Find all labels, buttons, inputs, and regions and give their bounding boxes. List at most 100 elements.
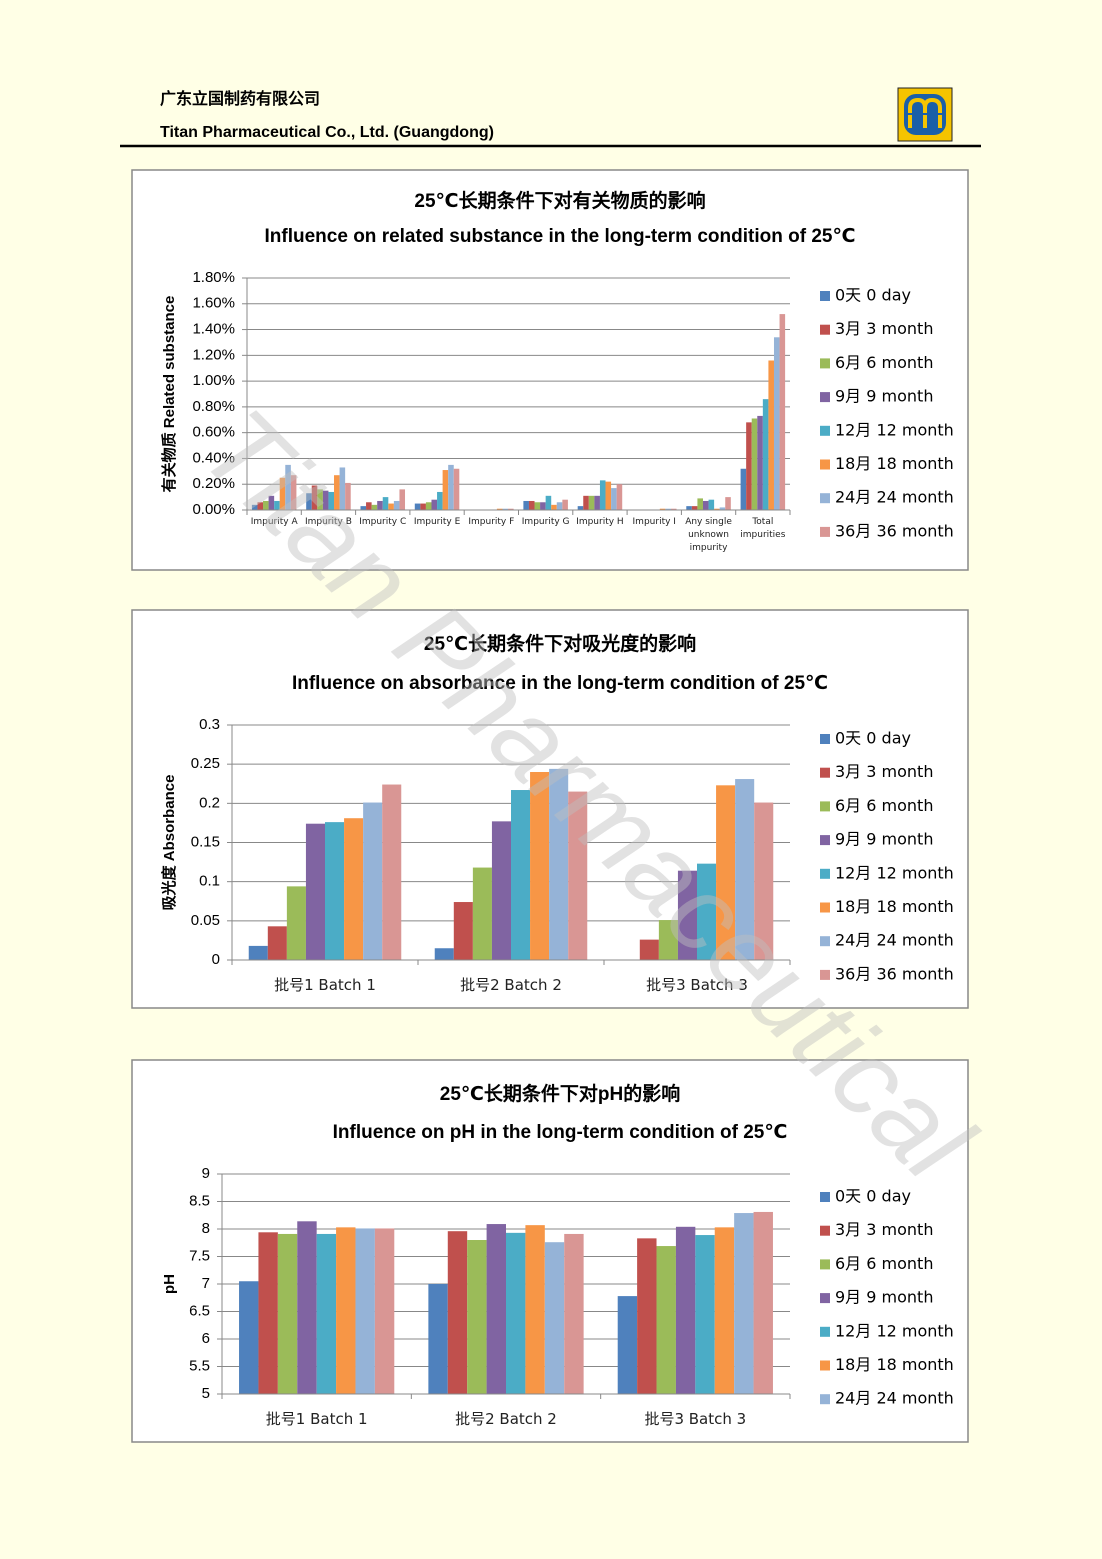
- bar: [382, 784, 402, 960]
- bar: [371, 504, 378, 510]
- x-tick-label: Impurity B: [304, 517, 352, 527]
- bar: [366, 502, 372, 510]
- bar: [453, 902, 473, 960]
- legend-swatch: [820, 1394, 830, 1405]
- y-tick-label: 1.60%: [192, 295, 235, 312]
- legend-label: 0天 0 day: [835, 729, 911, 748]
- bar: [239, 1281, 259, 1394]
- x-tick-label: 批号3 Batch 3: [646, 976, 748, 994]
- y-tick-label: 8: [202, 1220, 210, 1237]
- bar: [322, 490, 329, 510]
- bar: [425, 502, 432, 510]
- bar: [697, 863, 717, 960]
- bar: [251, 504, 258, 510]
- legend-label: 24月 24 month: [835, 1389, 954, 1408]
- legend-swatch: [820, 459, 830, 470]
- bar: [768, 360, 774, 510]
- y-tick-label: 5: [202, 1385, 210, 1402]
- x-tick-label-box: Impurity B: [304, 517, 352, 527]
- legend-label: 24月 24 month: [835, 931, 954, 950]
- legend-label: 9月 9 month: [835, 830, 933, 849]
- x-tick-label: Any single unknown impurity: [685, 517, 732, 553]
- bar: [339, 467, 346, 510]
- x-tick-label-box: Impurity G: [522, 517, 570, 527]
- bar: [363, 802, 383, 960]
- y-axis-label: pH: [161, 1274, 178, 1294]
- bar: [334, 475, 340, 510]
- y-axis-label: 有关物质 Related substance: [160, 296, 178, 493]
- y-tick-label: 1.80%: [192, 269, 235, 286]
- bar: [393, 500, 400, 510]
- bar: [740, 468, 747, 510]
- bar: [686, 506, 692, 510]
- y-tick-label: 0.25: [191, 755, 220, 772]
- bar: [697, 498, 703, 510]
- bar: [583, 495, 589, 510]
- company-cn: 广东立国制药有限公司: [160, 89, 320, 108]
- legend-label: 6月 6 month: [835, 796, 933, 815]
- y-tick-label: 0.15: [191, 833, 220, 850]
- bar: [525, 1225, 545, 1394]
- bar: [316, 1233, 337, 1394]
- x-tick-label: 批号2 Batch 2: [455, 1410, 557, 1428]
- bar: [762, 399, 769, 510]
- bar: [374, 1228, 395, 1394]
- x-tick-label-box: 批号1 Batch 1: [274, 976, 376, 994]
- y-tick-label: 1.20%: [192, 346, 235, 363]
- chart-subtitle: Influence on pH in the long-term conditi…: [333, 1122, 788, 1143]
- legend-swatch: [820, 324, 830, 335]
- bar: [534, 502, 541, 510]
- bar: [588, 495, 595, 510]
- bar: [399, 489, 406, 510]
- bar: [716, 785, 736, 960]
- bar: [420, 503, 426, 510]
- y-tick-label: 6.5: [189, 1302, 210, 1319]
- x-tick-label: Impurity E: [413, 517, 461, 527]
- bar: [549, 768, 569, 960]
- bar: [691, 506, 698, 510]
- legend-swatch: [820, 902, 830, 913]
- legend-swatch: [820, 1326, 830, 1337]
- x-tick-label-box: 批号2 Batch 2: [455, 1410, 557, 1428]
- bar: [388, 503, 394, 510]
- y-tick-label: 0.20%: [192, 475, 235, 492]
- bar: [725, 497, 731, 510]
- legend-swatch: [820, 936, 830, 947]
- bar: [317, 489, 323, 510]
- legend-label: 24月 24 month: [835, 488, 954, 507]
- bar: [355, 1228, 375, 1394]
- bar: [773, 337, 780, 510]
- bar: [279, 477, 286, 510]
- bar: [508, 508, 514, 510]
- y-axis-label: 吸光度 Absorbance: [160, 775, 178, 911]
- bar: [491, 821, 511, 960]
- y-tick-label: 8.5: [189, 1192, 210, 1209]
- y-tick-label: 7: [202, 1275, 210, 1292]
- y-tick-label: 0: [212, 951, 220, 968]
- bar: [447, 1231, 468, 1394]
- bar: [263, 500, 269, 510]
- legend-swatch: [820, 358, 830, 369]
- x-tick-label: Impurity C: [359, 517, 407, 527]
- bar: [258, 1232, 278, 1394]
- legend-swatch: [820, 734, 830, 744]
- legend-swatch: [820, 1225, 830, 1236]
- bar: [695, 1235, 715, 1394]
- legend-swatch: [820, 835, 830, 846]
- bar: [434, 948, 454, 960]
- bar: [306, 493, 312, 510]
- x-tick-label-box: 批号1 Batch 1: [266, 1410, 368, 1428]
- bar: [540, 502, 546, 510]
- legend-label: 12月 12 month: [835, 1321, 954, 1340]
- chart-subtitle: Influence on absorbance in the long-term…: [292, 673, 828, 694]
- bar: [502, 508, 509, 510]
- chart-title: 25℃长期条件下对有关物质的影响: [414, 189, 705, 212]
- bar: [551, 504, 557, 510]
- bar: [714, 1227, 735, 1394]
- bar: [544, 1242, 565, 1394]
- bar: [753, 1211, 773, 1394]
- bar: [659, 508, 666, 510]
- bar: [605, 481, 612, 510]
- legend-label: 6月 6 month: [835, 353, 933, 372]
